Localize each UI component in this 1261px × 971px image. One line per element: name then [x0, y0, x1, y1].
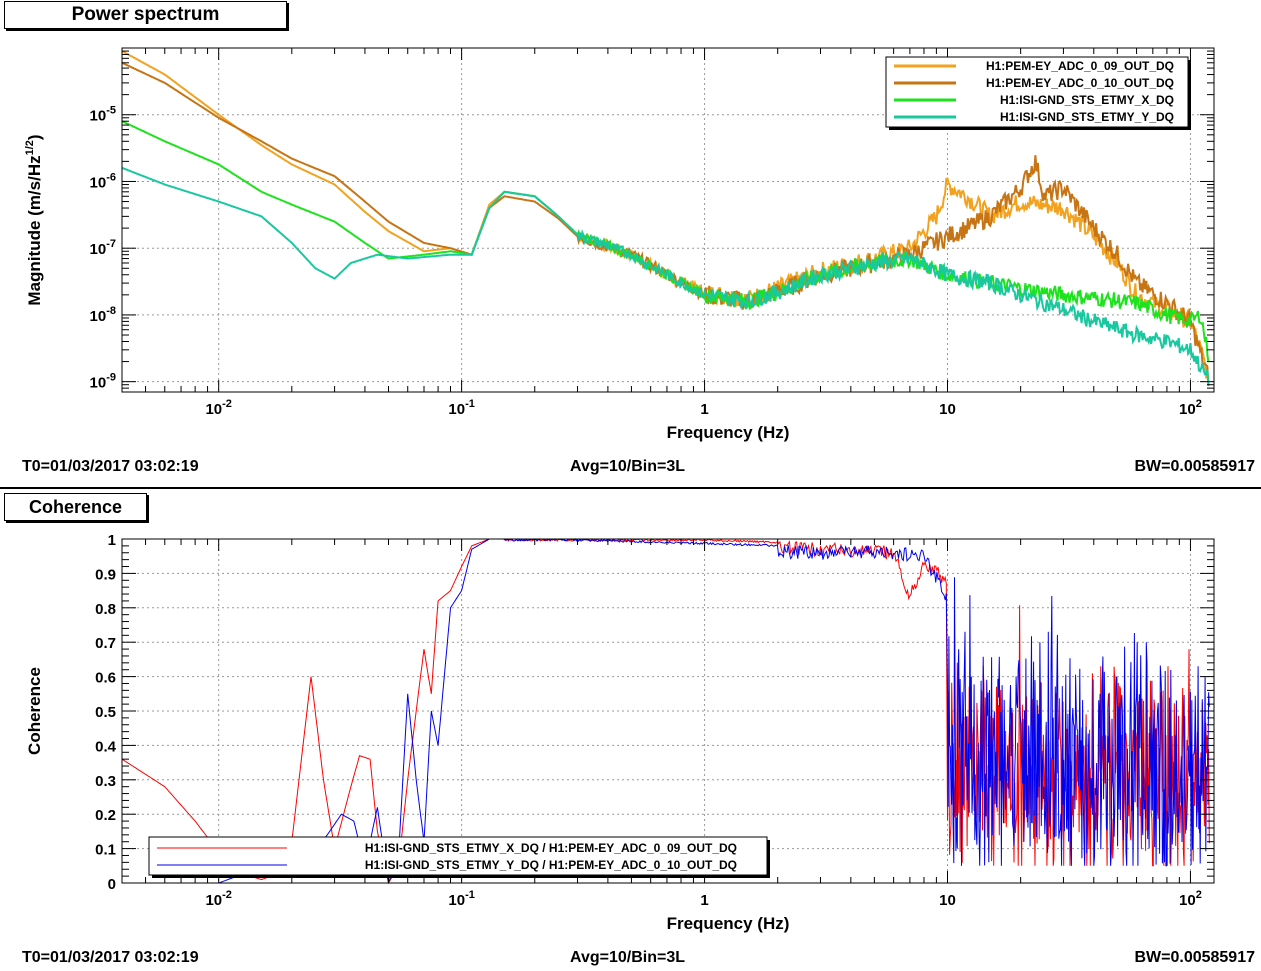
x-tick-label: 102: [1179, 889, 1202, 909]
top-avg-label: Avg=10/Bin=3L: [570, 458, 686, 475]
panel-separator: [0, 487, 1261, 489]
y-tick-label: 10-9: [90, 372, 116, 392]
x-axis-label: Frequency (Hz): [667, 423, 790, 442]
bottom-bw-label: BW=0.00585917: [1134, 949, 1255, 966]
x-tick-label: 102: [1179, 398, 1202, 418]
x-tick-label: 10-2: [205, 889, 231, 909]
plot-frame: [121, 47, 1215, 393]
x-tick-label: 10-1: [448, 889, 474, 909]
y-axis-label: Coherence: [25, 667, 44, 755]
y-tick-label: 10-5: [90, 105, 116, 125]
top-t0-label: T0=01/03/2017 03:02:19: [22, 458, 199, 475]
y-tick-label: 0.7: [95, 635, 116, 652]
x-tick-label: 10-2: [205, 398, 231, 418]
x-axis-label: Frequency (Hz): [667, 914, 790, 933]
legend-label: H1:PEM-EY_ADC_0_10_OUT_DQ: [986, 76, 1174, 90]
legend-label: H1:ISI-GND_STS_ETMY_Y_DQ / H1:PEM-EY_ADC…: [365, 858, 737, 872]
legend-box: [148, 836, 768, 876]
y-tick-label: 0.4: [95, 738, 117, 755]
y-tick-label: 0.2: [95, 807, 116, 824]
bottom-avg-label: Avg=10/Bin=3L: [570, 949, 686, 966]
legend-box: [885, 56, 1189, 128]
y-tick-label: 0.5: [95, 704, 116, 721]
y-tick-label: 0.9: [95, 566, 116, 583]
series-line-3: [121, 120, 1210, 363]
y-tick-label: 0.6: [95, 670, 116, 687]
coherence-chart: 10-2 10-1 1 10 102 0 0.1 0.2 0.3 0.4 0.5 0.6 0.7 0.8 0…: [25, 532, 1215, 933]
y-axis-label: Magnitude (m/s/Hz1/2): [24, 134, 44, 305]
series-line-4: [121, 166, 1210, 385]
x-tick-label: 10: [939, 892, 956, 909]
legend-label: H1:ISI-GND_STS_ETMY_Y_DQ: [1000, 110, 1174, 124]
top-bw-label: BW=0.00585917: [1134, 458, 1255, 475]
y-tick-label: 0.8: [95, 601, 116, 618]
x-tick-label: 1: [700, 401, 708, 418]
series-line-2: [122, 538, 1210, 884]
coherence-tab[interactable]: Coherence: [4, 493, 147, 521]
y-tick-label: 10-7: [90, 238, 116, 258]
y-tick-label: 0.3: [95, 773, 116, 790]
legend-label: H1:PEM-EY_ADC_0_09_OUT_DQ: [986, 59, 1174, 73]
power-spectrum-chart: 10-2 10-1 1 10 102 10-9 10-8 10-7 10-6 10-5 Freque…: [24, 47, 1215, 442]
x-tick-label: 10-1: [448, 398, 474, 418]
y-tick-label: 10-8: [90, 305, 116, 325]
y-tick-label: 0.1: [95, 842, 116, 859]
bottom-t0-label: T0=01/03/2017 03:02:19: [22, 949, 199, 966]
y-tick-label: 1: [108, 532, 116, 549]
power-spectrum-tab[interactable]: Power spectrum: [4, 1, 287, 29]
y-tick-label: 10-6: [90, 171, 116, 191]
y-tick-label: 0: [108, 876, 116, 893]
legend-label: H1:ISI-GND_STS_ETMY_X_DQ / H1:PEM-EY_ADC…: [365, 841, 737, 855]
series-line-1: [121, 538, 1210, 885]
legend-label: H1:ISI-GND_STS_ETMY_X_DQ: [1000, 93, 1174, 107]
x-tick-label: 10: [939, 401, 956, 418]
x-tick-label: 1: [700, 892, 708, 909]
